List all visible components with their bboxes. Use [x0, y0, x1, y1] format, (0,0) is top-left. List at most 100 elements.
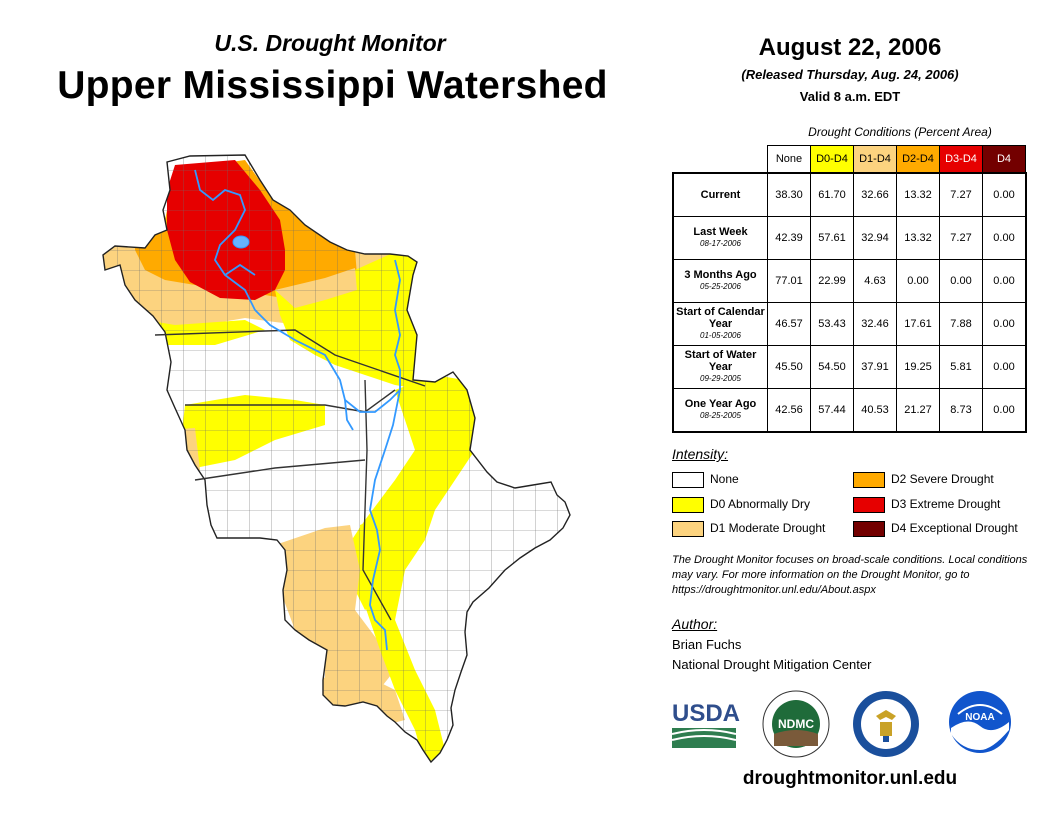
usda-logo-text: USDA [672, 700, 741, 727]
mississippi-river [194, 169, 401, 651]
map-date: August 22, 2006 [758, 34, 942, 61]
table-cell: 42.56 [767, 388, 811, 433]
table-cell: 0.00 [896, 259, 940, 303]
table-cell: 53.43 [810, 302, 854, 346]
usda-logo-waves [672, 728, 736, 748]
drought-map [102, 154, 571, 764]
legend-label: D0 Abnormally Dry [710, 497, 811, 511]
table-cell: 0.00 [982, 302, 1027, 346]
map-subtitle: U.S. Drought Monitor [214, 30, 446, 56]
table-cell: 21.27 [896, 388, 940, 433]
table-cell: 7.27 [939, 216, 983, 260]
table-cell: 0.00 [982, 172, 1027, 217]
lake [232, 235, 250, 249]
row-label-text: Current [700, 189, 741, 201]
noaa-logo: NOAA [949, 691, 1011, 753]
row-label: Last Week 08-17-2006 [672, 216, 768, 260]
column-header: D1-D4 [853, 145, 897, 173]
table-cell: 45.50 [767, 345, 811, 389]
legend-label: D2 Severe Drought [891, 472, 994, 486]
author-name: Brian Fuchs [672, 637, 742, 652]
legend-item-d4: D4 Exceptional Drought [853, 519, 1018, 537]
table-cell: 32.66 [853, 172, 897, 217]
legend-label: None [710, 472, 739, 486]
column-header: D0-D4 [810, 145, 854, 173]
table-cell: 0.00 [982, 345, 1027, 389]
table-cell: 37.91 [853, 345, 897, 389]
table-cell: 77.01 [767, 259, 811, 303]
table-cell: 0.00 [982, 388, 1027, 433]
row-label-text: Start of Water Year [684, 349, 757, 373]
column-header: D2-D4 [896, 145, 940, 173]
table-cell: 13.32 [896, 172, 940, 217]
legend-item-d0: D0 Abnormally Dry [672, 495, 810, 513]
row-date: 09-29-2005 [700, 374, 741, 383]
ndmc-logo: NDMC [762, 690, 830, 758]
table-cell: 32.94 [853, 216, 897, 260]
legend-item-d3: D3 Extreme Drought [853, 495, 1000, 513]
legend-swatch [672, 496, 704, 513]
author-organization: National Drought Mitigation Center [672, 657, 872, 672]
table-cell: 32.46 [853, 302, 897, 346]
noaa-logo-text: NOAA [965, 712, 994, 723]
basin-outline [102, 154, 571, 764]
table-row: 3 Months Ago 05-25-2006 77.01 22.99 4.63 0.00… [672, 259, 1027, 303]
row-label-text: Last Week [693, 226, 748, 238]
table-row: Start of Calendar Year 01-05-2006 46.57 53.… [672, 302, 1027, 346]
table-cell: 42.39 [767, 216, 811, 260]
row-date: 05-25-2006 [700, 282, 741, 291]
row-label: Start of Water Year 09-29-2005 [672, 345, 768, 389]
row-label: 3 Months Ago 05-25-2006 [672, 259, 768, 303]
table-cell: 8.73 [939, 388, 983, 433]
legend-label: D3 Extreme Drought [891, 497, 1001, 511]
table-cell: 13.32 [896, 216, 940, 260]
table-cell: 46.57 [767, 302, 811, 346]
table-row: Current 38.30 61.70 32.66 13.32 7.27 0.00 [672, 172, 1027, 217]
table-cell: 40.53 [853, 388, 897, 433]
row-date: 08-17-2006 [700, 239, 741, 248]
table-cell: 7.27 [939, 172, 983, 217]
table-row: One Year Ago 08-25-2005 42.56 57.44 40.53 21.… [672, 388, 1027, 433]
table-cell: 61.70 [810, 172, 854, 217]
author-heading: Author: [672, 616, 718, 632]
disclaimer-note: The Drought Monitor focuses on broad-sca… [672, 554, 1028, 596]
map-title: Upper Mississippi Watershed [57, 64, 608, 107]
usda-logo: USDA [672, 700, 740, 728]
column-header: D3-D4 [939, 145, 983, 173]
legend-item-d1: D1 Moderate Drought [672, 519, 825, 537]
table-cell: 38.30 [767, 172, 811, 217]
row-label: Start of Calendar Year 01-05-2006 [672, 302, 768, 346]
table-cell: 4.63 [853, 259, 897, 303]
legend-swatch [853, 496, 885, 513]
legend-label: D1 Moderate Drought [710, 521, 826, 535]
release-date: (Released Thursday, Aug. 24, 2006) [741, 67, 959, 82]
legend-swatch [672, 471, 704, 488]
row-label-text: 3 Months Ago [684, 269, 757, 281]
row-label: One Year Ago 08-25-2005 [672, 388, 768, 433]
table-cell: 0.00 [982, 216, 1027, 260]
row-date: 01-05-2006 [700, 331, 741, 340]
table-row: Last Week 08-17-2006 42.39 57.61 32.94 13.32 7… [672, 216, 1027, 260]
row-label: Current [672, 172, 768, 217]
table-cell: 22.99 [810, 259, 854, 303]
table-row: Start of Water Year 09-29-2005 45.50 54.50 3… [672, 345, 1027, 389]
table-cell: 54.50 [810, 345, 854, 389]
stats-header-row: None D0-D4 D1-D4 D2-D4 D3-D4 D4 [767, 145, 1026, 173]
ndmc-logo-text: NDMC [778, 717, 814, 731]
legend-item-none: None [672, 470, 739, 488]
table-cell: 7.88 [939, 302, 983, 346]
column-header: D4 [982, 145, 1026, 173]
table-cell: 0.00 [982, 259, 1027, 303]
table-cell: 5.81 [939, 345, 983, 389]
legend-label: D4 Exceptional Drought [891, 521, 1018, 535]
table-cell: 0.00 [939, 259, 983, 303]
legend-swatch [672, 520, 704, 537]
column-header: None [767, 145, 811, 173]
row-date: 08-25-2005 [700, 411, 741, 420]
row-label-text: Start of Calendar Year [676, 306, 765, 330]
valid-time: Valid 8 a.m. EDT [799, 89, 901, 104]
table-cell: 19.25 [896, 345, 940, 389]
table-caption: Drought Conditions (Percent Area) [808, 125, 992, 139]
site-url[interactable]: droughtmonitor.unl.edu [742, 768, 958, 789]
drought-stats-table: Current 38.30 61.70 32.66 13.32 7.27 0.00 Last … [672, 172, 1027, 433]
